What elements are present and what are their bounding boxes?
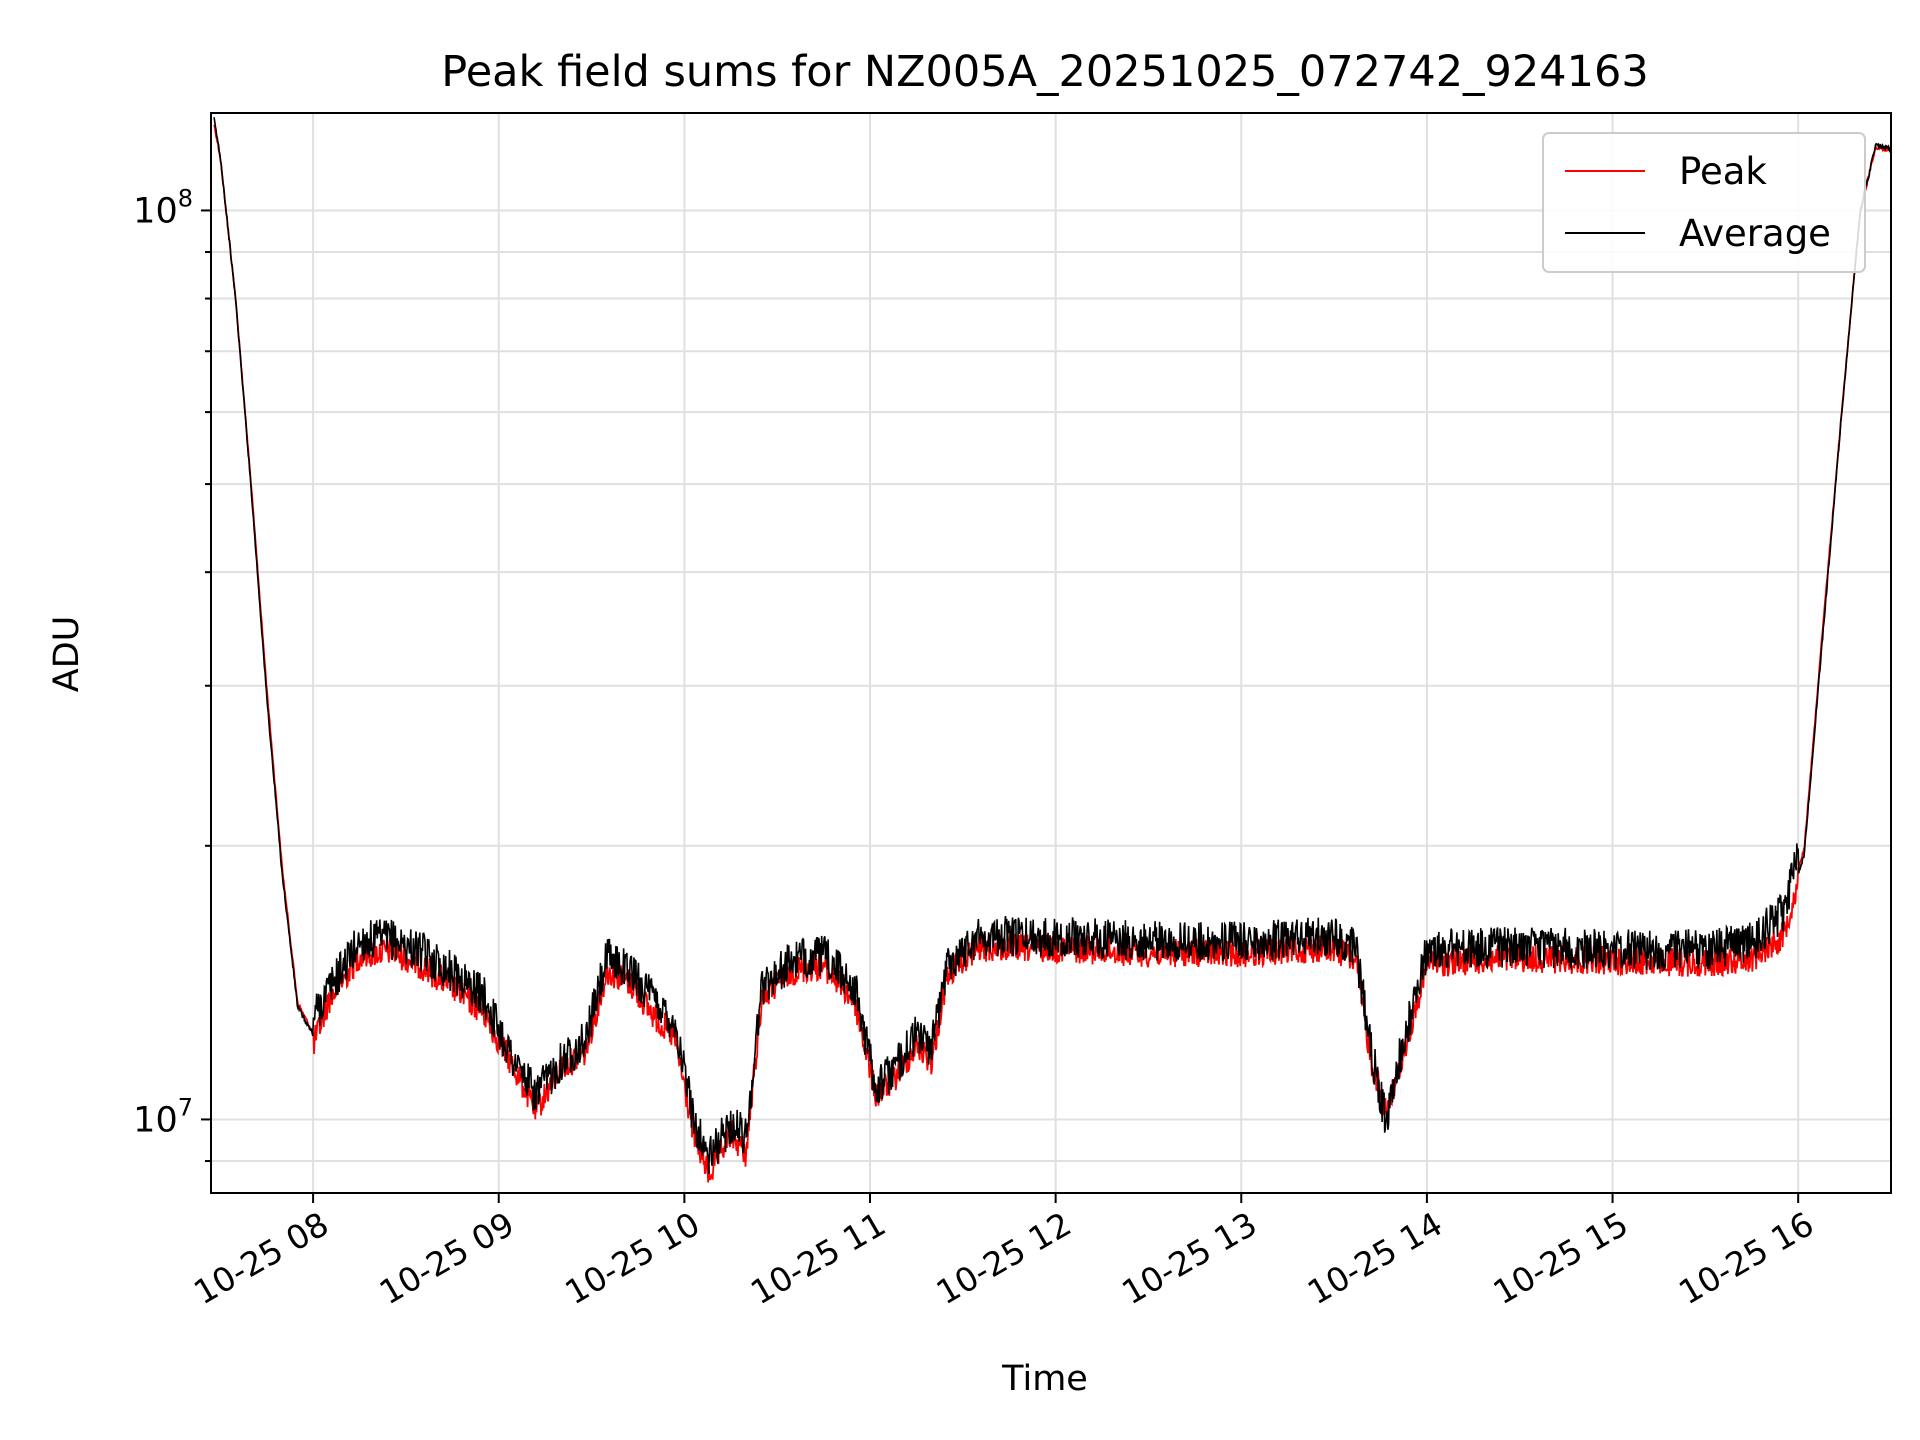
chart-title: Peak field sums for NZ005A_20251025_0727… bbox=[441, 47, 1648, 97]
series-lines bbox=[213, 117, 1891, 1183]
legend-label-average: Average bbox=[1679, 212, 1831, 255]
y-tick-label: 108 bbox=[133, 184, 193, 231]
legend-label-peak: Peak bbox=[1679, 150, 1767, 193]
legend: Peak Average bbox=[1542, 132, 1866, 273]
y-tick-exponent: 7 bbox=[178, 1093, 193, 1121]
x-axis-label: Time bbox=[1001, 1359, 1088, 1399]
y-tick-exponent: 8 bbox=[178, 184, 193, 212]
legend-box bbox=[1542, 132, 1866, 273]
y-axis-label: ADU bbox=[47, 616, 87, 693]
y-tick-base: 10 bbox=[133, 191, 178, 231]
plot-frame bbox=[210, 112, 1892, 1194]
y-tick-label: 107 bbox=[133, 1093, 193, 1140]
series-line-average bbox=[213, 117, 1891, 1174]
y-tick-base: 10 bbox=[133, 1100, 178, 1140]
